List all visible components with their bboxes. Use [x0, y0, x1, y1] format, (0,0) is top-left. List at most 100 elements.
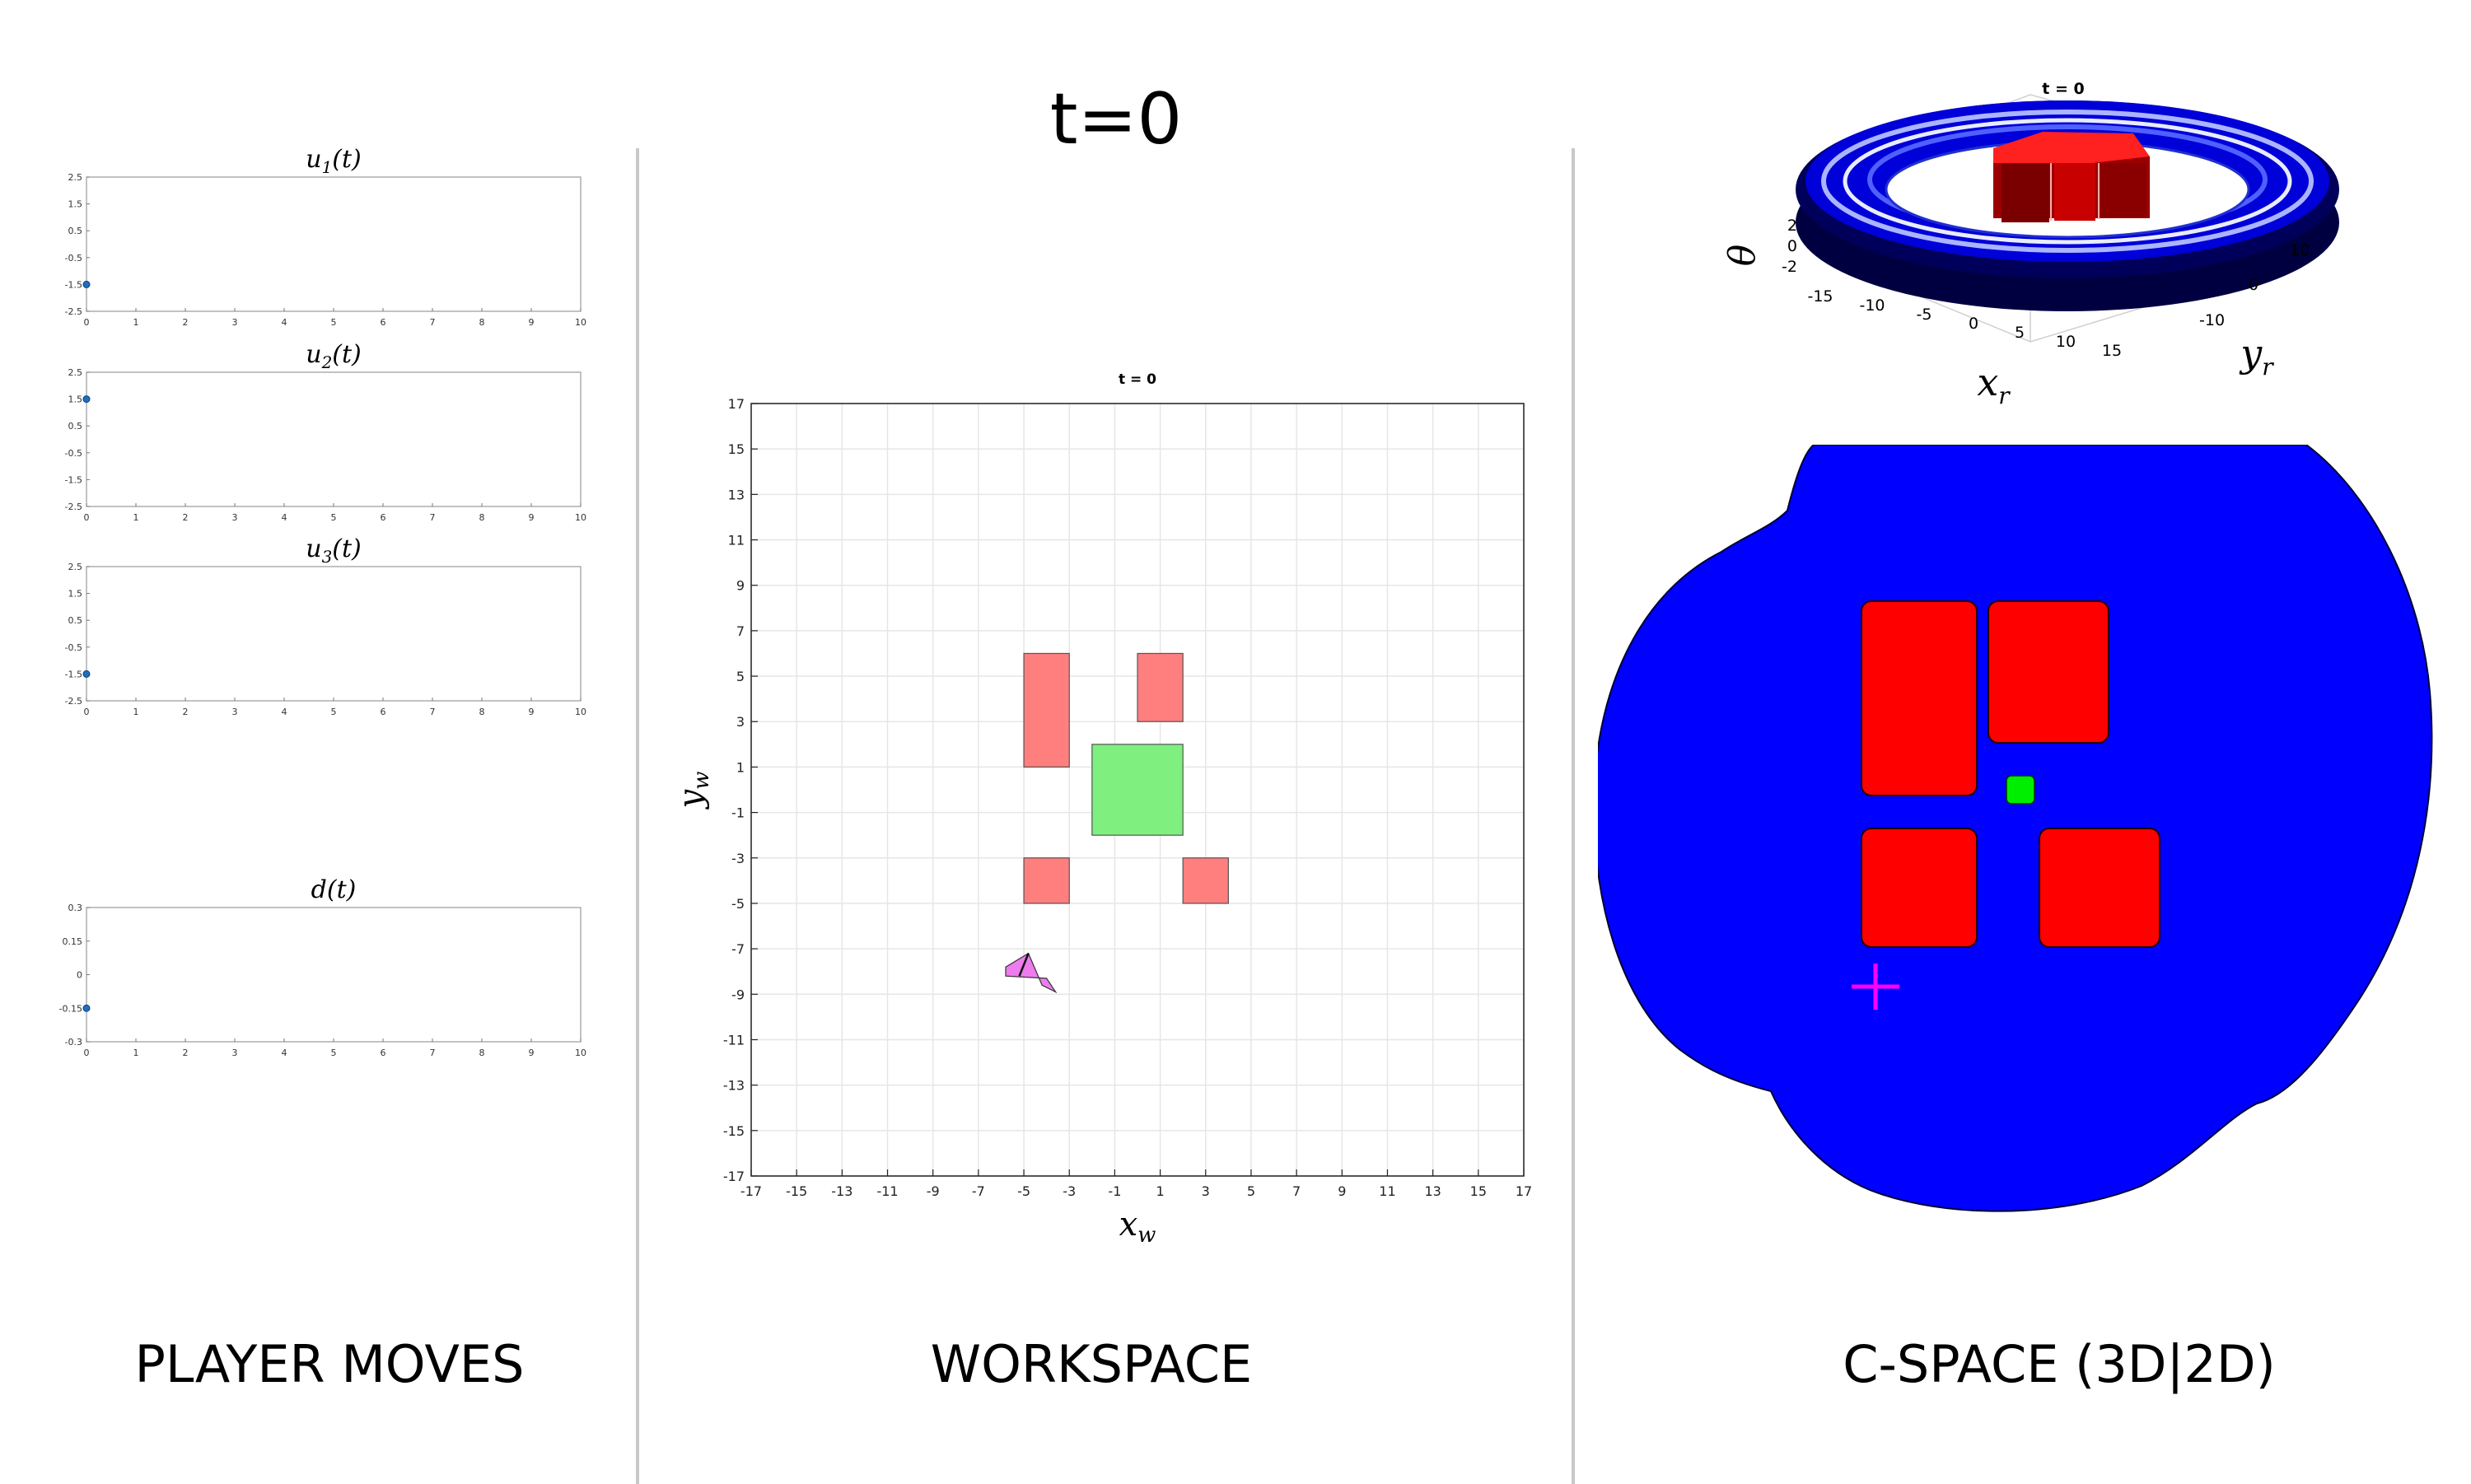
time-plot-frame	[86, 176, 582, 312]
y-tick-label: 3	[736, 714, 745, 730]
x-tick-label: 1	[133, 512, 139, 523]
x-tick-label: 9	[529, 317, 535, 328]
y-tick-label: 11	[728, 533, 745, 548]
x-tick-label: 2	[183, 707, 189, 717]
workspace-ylabel-base: y	[672, 788, 710, 810]
workspace-ticks: -17-17-15-15-13-13-11-11-9-9-7-7-5-5-3-3…	[723, 396, 1532, 1199]
x-tick-label: 7	[1292, 1183, 1301, 1199]
x-tick-label: 10	[575, 1048, 586, 1058]
cspace-3d-ylabel: yr	[2239, 331, 2274, 380]
x-tick-label: 5	[331, 707, 337, 717]
time-plot-title-base: u	[306, 340, 321, 369]
x-tick-label: 4	[282, 317, 287, 328]
time-plot-title-base: u	[306, 145, 321, 174]
y-tick-label: 9	[736, 578, 745, 594]
y-tick-label: -2.5	[65, 696, 82, 707]
x-tick-label: 13	[1424, 1183, 1441, 1199]
x-tick-label: -15	[786, 1183, 807, 1199]
time-plot-frame	[86, 371, 582, 507]
x-tick-label: 3	[232, 512, 238, 523]
x-tick-label: -3	[1063, 1183, 1076, 1199]
x-tick-label: 0	[84, 707, 90, 717]
workspace-ylabel-sub: w	[689, 772, 714, 790]
y-tick-label: -3	[731, 851, 745, 866]
main-title: t=0	[1049, 78, 1183, 161]
workspace-xlabel-base: x	[1119, 1206, 1138, 1244]
cspace-2d-obstacle	[1988, 600, 2109, 744]
workspace-robot	[1005, 952, 1058, 994]
cspace-3d-xlabel: xr	[1977, 360, 2011, 409]
cspace-3d-zticks: 2 0 -2	[1782, 217, 1797, 276]
y-tick-label: -1.5	[65, 669, 82, 679]
y-tick-label: 7	[736, 623, 745, 639]
y-tick-label: 0.3	[68, 903, 83, 913]
x-tick-label: 5	[331, 1048, 337, 1058]
y-tick-label: -15	[723, 1123, 745, 1139]
x-tick-label: 2	[183, 317, 189, 328]
cspace-3d-xtick: -10	[1859, 296, 1885, 315]
y-tick-label: 5	[736, 669, 745, 684]
cspace-3d-xtick: -15	[1807, 287, 1833, 306]
x-tick-label: 9	[1338, 1183, 1346, 1199]
x-tick-label: 10	[575, 512, 586, 523]
cspace-2d-free-region	[1598, 445, 2433, 1212]
cspace-3d-ztick: -2	[1782, 258, 1797, 276]
cspace-3d-title: t = 0	[2042, 80, 2084, 98]
x-tick-label: 11	[1379, 1183, 1395, 1199]
cspace-3d-xtick: 10	[2056, 333, 2076, 351]
x-tick-label: 3	[1202, 1183, 1210, 1199]
x-tick-label: 6	[381, 512, 386, 523]
cspace-2d-obstacle	[1861, 600, 1978, 796]
x-tick-label: 1	[133, 1048, 139, 1058]
divider-right	[1572, 148, 1575, 1484]
time-plot-1: u1(t)0 1 2 3 4 5 6 7 8 9 102.51.50.5-0.5-1.5-2.5	[65, 145, 586, 328]
cspace-3d-xticks: -15 -10 -5 0 5 10 15	[1807, 287, 2122, 360]
workspace-plot-frame	[750, 403, 1525, 1177]
divider-left	[636, 148, 639, 1484]
y-tick-label: 1.5	[68, 589, 83, 600]
y-tick-label: -1	[731, 805, 745, 821]
y-tick-label: -0.5	[65, 253, 82, 264]
x-tick-label: 3	[232, 1048, 238, 1058]
x-tick-label: 2	[183, 512, 189, 523]
x-tick-label: 9	[529, 1048, 535, 1058]
time-plot-title: u2(t)	[306, 340, 362, 372]
x-tick-label: 8	[479, 512, 485, 523]
y-tick-label: -0.5	[65, 642, 82, 653]
data-point	[82, 280, 91, 288]
time-plot-title-base: u	[306, 534, 321, 563]
x-tick-label: -17	[740, 1183, 762, 1199]
time-plot-title-sub: 3	[322, 547, 333, 567]
workspace-obstacle	[1137, 652, 1184, 722]
section-label-workspace: WORKSPACE	[930, 1334, 1253, 1394]
time-plot-title-sub: 1	[322, 157, 333, 177]
x-tick-label: 4	[282, 512, 287, 523]
x-tick-label: 7	[430, 317, 436, 328]
workspace-obstacle	[1182, 857, 1229, 904]
cspace-3d-ytick: -10	[2199, 311, 2225, 329]
x-tick-label: 1	[133, 317, 139, 328]
cspace-2d-chart	[1598, 445, 2433, 1212]
workspace-xlabel-sub: w	[1137, 1223, 1156, 1248]
x-tick-label: 4	[282, 1048, 287, 1058]
cspace-3d-ytick: 10	[2290, 241, 2310, 259]
cspace-3d-ztick: 2	[1787, 217, 1797, 235]
cspace-3d-yticks: 10 0 -10	[2199, 241, 2310, 329]
x-tick-label: -9	[927, 1183, 940, 1199]
time-plot-title-arg: (t)	[332, 534, 361, 563]
x-tick-label: 7	[430, 707, 436, 717]
y-tick-label: 0.5	[68, 226, 83, 236]
x-tick-label: 7	[430, 1048, 436, 1058]
cspace-3d-zlabel: θ	[1721, 245, 1763, 267]
workspace-xlabel: xw	[1119, 1206, 1156, 1248]
y-tick-label: 0.15	[63, 936, 83, 947]
time-plot-title: d(t)	[311, 875, 357, 904]
cspace-2d-obstacle	[2039, 828, 2160, 948]
cspace-3d-ytick: 0	[2249, 276, 2258, 294]
cspace-3d-xtick: -5	[1917, 306, 1932, 324]
cspace-3d-xtick: 0	[1969, 315, 1978, 333]
y-tick-label: -0.3	[65, 1037, 82, 1048]
y-tick-label: 0	[77, 970, 82, 981]
time-plot-frame	[86, 566, 582, 702]
y-tick-label: -1.5	[65, 474, 82, 485]
